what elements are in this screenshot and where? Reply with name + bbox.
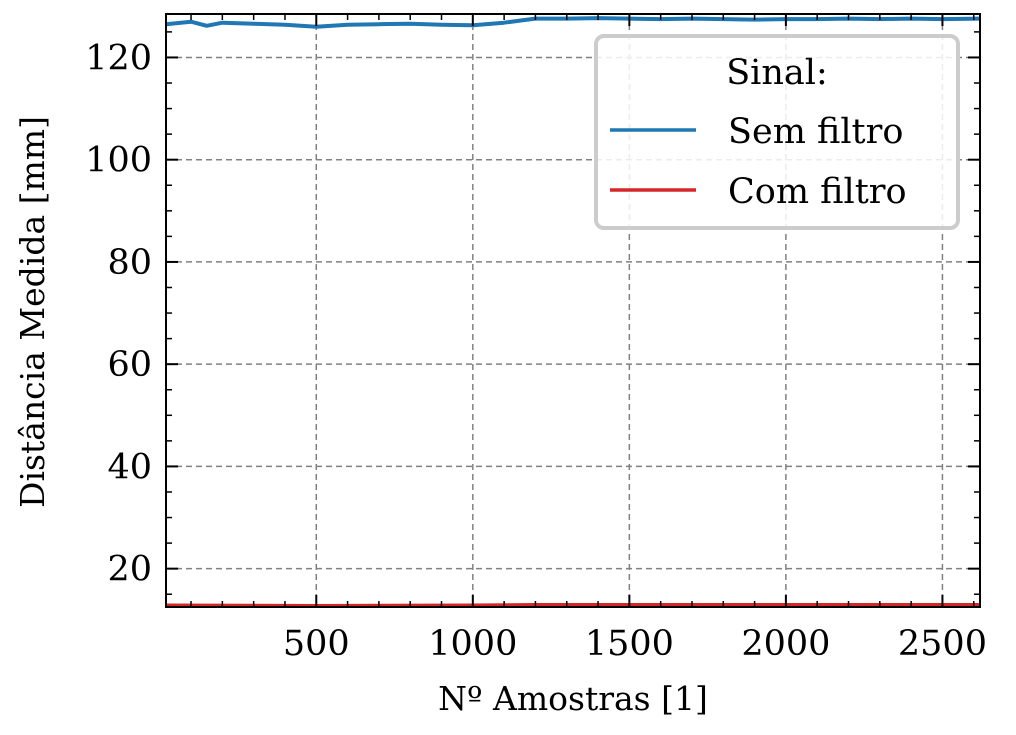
x-axis-label: Nº Amostras [1] [438, 679, 708, 718]
legend-title: Sinal: [726, 53, 828, 93]
series-line-sem-filtro [165, 16, 981, 29]
tick-labels: 500 1000 1500 2000 2500 20 40 60 80 100 120 [85, 38, 987, 664]
legend-box [594, 34, 960, 230]
y-tick-label: 60 [107, 345, 152, 385]
y-axis-label: Distância Medida [mm] [13, 116, 52, 508]
legend-label-com-filtro: Com filtro [728, 172, 907, 212]
plot-frame [165, 13, 981, 608]
x-tick-label: 2000 [741, 624, 830, 664]
legend: Sinal: Sem filtro Com filtro [594, 34, 960, 230]
legend-label-sem-filtro: Sem filtro [728, 112, 903, 152]
y-tick-label: 100 [85, 141, 152, 181]
y-tick-label: 40 [107, 447, 152, 487]
x-tick-label: 1500 [585, 624, 674, 664]
grid [166, 14, 980, 607]
y-tick-label: 20 [107, 550, 152, 590]
x-tick-label: 1000 [428, 624, 517, 664]
series-line-com-filtro [165, 603, 980, 608]
y-tick-label: 120 [85, 38, 152, 78]
ticks [166, 14, 980, 607]
x-tick-label: 2500 [898, 624, 987, 664]
x-tick-label: 500 [283, 624, 350, 664]
y-tick-label: 80 [107, 243, 152, 283]
